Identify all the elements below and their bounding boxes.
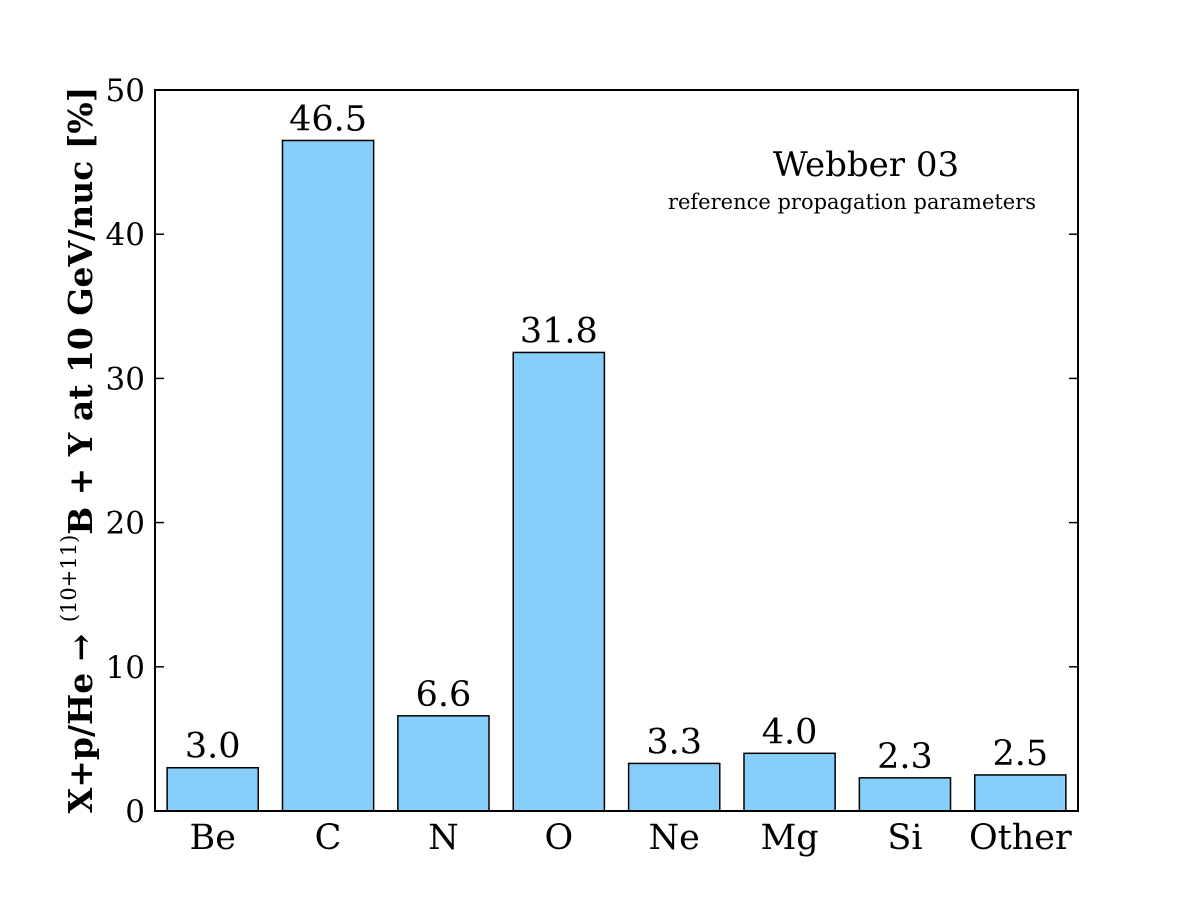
bar-other	[973, 774, 1067, 812]
x-tick-label-mg: Mg	[760, 818, 818, 858]
x-tick-label-other: Other	[969, 818, 1072, 858]
y-tick-label-40: 40	[106, 217, 145, 253]
y-tick-label-20: 20	[106, 506, 145, 542]
y-axis-label: X+p/He → (10+11)B + Y at 10 GeV/nuc [%]	[57, 87, 100, 814]
y-tick-label-30: 30	[106, 361, 145, 397]
bar-n	[397, 715, 490, 812]
x-tick-label-be: Be	[189, 818, 235, 858]
bars-group	[166, 139, 1067, 812]
y-tick-label-10: 10	[106, 650, 145, 686]
annotation-title: Webber 03	[773, 145, 959, 185]
y-tick-label-0: 0	[125, 794, 145, 830]
value-label-si: 2.3	[877, 737, 933, 777]
bar-si	[858, 777, 952, 812]
x-tick-label-c: C	[315, 818, 342, 858]
bar-be	[166, 766, 260, 812]
x-tick-labels-group: Be C N O Ne Mg Si Other	[189, 818, 1071, 858]
bar-mg	[743, 752, 836, 812]
value-label-be: 3.0	[185, 727, 241, 767]
value-label-other: 2.5	[992, 734, 1048, 774]
plot-frame	[154, 89, 1079, 812]
y-tick-label-50: 50	[106, 73, 145, 109]
value-label-ne: 3.3	[646, 722, 702, 762]
bar-c	[281, 139, 375, 812]
annotation-subtitle: reference propagation parameters	[668, 190, 1036, 214]
value-label-o: 31.8	[520, 311, 598, 351]
value-labels-group: 3.0 46.5 6.6 31.8 3.3 4.0 2.3 2.5	[185, 99, 1048, 776]
bar-o	[512, 351, 606, 812]
value-label-mg: 4.0	[762, 712, 818, 752]
y-axis-label-superscript: (10+11)	[57, 535, 81, 622]
x-tick-label-ne: Ne	[649, 818, 700, 858]
bar-ne	[627, 762, 721, 812]
y-axis-label-prefix: X+p/He →	[61, 622, 100, 813]
x-tick-label-si: Si	[887, 818, 922, 858]
value-label-c: 46.5	[289, 99, 367, 139]
x-tick-label-o: O	[544, 818, 573, 858]
y-axis-label-suffix: B + Y at 10 GeV/nuc [%]	[61, 87, 100, 535]
value-label-n: 6.6	[416, 675, 472, 715]
y-ticks-group: 0 10 20 30 40 50	[106, 73, 1078, 830]
x-tick-label-n: N	[428, 818, 459, 858]
